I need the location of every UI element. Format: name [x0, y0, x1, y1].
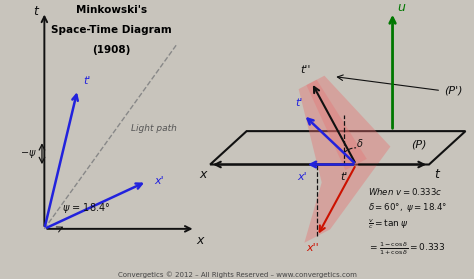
Text: $-\psi$: $-\psi$ [20, 148, 37, 160]
Text: x': x' [154, 176, 164, 186]
Text: Convergetics © 2012 – All Rights Reserved – www.convergetics.com: Convergetics © 2012 – All Rights Reserve… [118, 271, 356, 278]
Text: t: t [34, 5, 38, 18]
Text: (1908): (1908) [92, 45, 131, 55]
Polygon shape [306, 80, 367, 170]
Text: x: x [197, 234, 204, 247]
Text: $\psi$ = 18.4°: $\psi$ = 18.4° [62, 201, 110, 215]
Text: $= \frac{1-\cos\delta}{1+\cos\delta} = 0.333$: $= \frac{1-\cos\delta}{1+\cos\delta} = 0… [368, 241, 446, 258]
Text: Light path: Light path [131, 124, 176, 133]
Text: x'': x'' [306, 243, 319, 253]
Text: Space-Time Diagram: Space-Time Diagram [51, 25, 172, 35]
Text: (P): (P) [411, 139, 427, 149]
Text: t'': t'' [300, 65, 310, 75]
Text: $\delta$: $\delta$ [356, 137, 364, 149]
Text: t': t' [83, 76, 91, 86]
Text: u: u [397, 1, 405, 14]
Text: x: x [199, 168, 207, 181]
Text: t': t' [340, 172, 347, 182]
Text: (P'): (P') [444, 86, 463, 96]
Text: $\frac{v}{c} = \tan\psi$: $\frac{v}{c} = \tan\psi$ [368, 217, 409, 231]
Text: t: t [434, 168, 439, 181]
Text: $\delta = 60°,\ \psi = 18.4°$: $\delta = 60°,\ \psi = 18.4°$ [368, 201, 447, 215]
Text: Minkowski's: Minkowski's [76, 5, 147, 15]
Polygon shape [299, 76, 391, 243]
Text: t': t' [295, 98, 302, 108]
Text: $When\ v = 0.333c$: $When\ v = 0.333c$ [368, 186, 443, 197]
Text: x': x' [298, 172, 307, 182]
